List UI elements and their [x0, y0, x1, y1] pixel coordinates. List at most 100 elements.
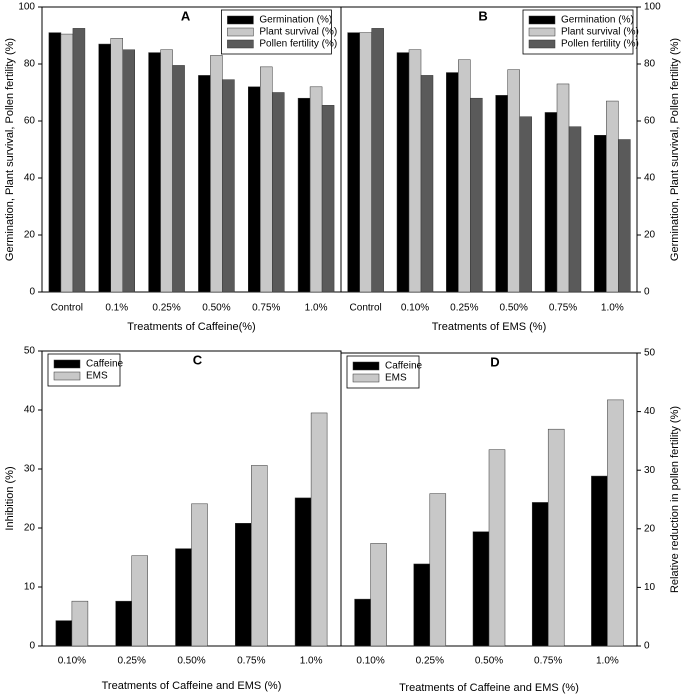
legend-label: Pollen fertility (%)	[259, 39, 337, 50]
y-tick-label: 40	[24, 405, 36, 416]
x-tick-label: 0.10%	[356, 656, 384, 667]
y-tick-label: 60	[24, 116, 36, 127]
y-tick-label: 20	[24, 523, 36, 534]
bar	[310, 412, 328, 647]
x-tick-label: 0.75%	[534, 656, 562, 667]
x-tick-label: 1.0%	[305, 303, 328, 314]
bar	[210, 55, 223, 293]
x-tick-label: 0.25%	[416, 656, 444, 667]
bar	[429, 493, 447, 647]
x-tick-label: 1.0%	[601, 303, 624, 314]
legend-swatch	[227, 15, 254, 25]
y-tick-label: 60	[644, 116, 656, 127]
bar	[396, 52, 410, 293]
x-tick-label: 1.0%	[300, 656, 323, 667]
x-tick-label: 0.50%	[475, 656, 503, 667]
x-tick-label: Control	[51, 303, 83, 314]
bar	[458, 59, 471, 293]
y-tick-label: 0	[644, 287, 650, 298]
legend-label: Pollen fertility (%)	[561, 39, 639, 50]
y-axis-label: Germination, Plant survival, Pollen fert…	[669, 38, 681, 261]
legend-swatch	[352, 361, 380, 371]
y-tick-label: 30	[644, 465, 656, 476]
bar	[191, 503, 208, 647]
x-tick-label: Control	[350, 303, 382, 314]
legend-label: Caffeine	[86, 359, 124, 370]
bar	[547, 428, 565, 647]
y-tick-label: 100	[644, 2, 661, 13]
bar	[198, 75, 211, 293]
bar	[347, 32, 360, 293]
legend-swatch	[528, 15, 556, 25]
y-tick-label: 0	[29, 287, 35, 298]
bar	[606, 100, 619, 293]
bar	[519, 116, 532, 293]
bar	[359, 32, 372, 293]
bar	[591, 475, 608, 647]
x-tick-label: 0.75%	[549, 303, 577, 314]
legend-label: Plant survival (%)	[259, 27, 337, 38]
legend-swatch	[352, 373, 380, 383]
bar	[260, 66, 273, 293]
x-tick-label: 0.1%	[105, 303, 128, 314]
legend-swatch	[528, 27, 556, 37]
bar	[420, 75, 434, 293]
bar	[148, 52, 161, 293]
bar	[495, 95, 508, 293]
legend-swatch	[53, 371, 81, 381]
bar	[488, 449, 506, 647]
y-tick-label: 30	[24, 464, 36, 475]
bar	[71, 600, 89, 647]
y-tick-label: 40	[24, 173, 36, 184]
x-tick-label: 0.75%	[252, 303, 280, 314]
bar	[531, 502, 549, 647]
x-tick-label: 0.25%	[152, 303, 180, 314]
y-tick-label: 40	[644, 406, 656, 417]
x-tick-label: 0.50%	[202, 303, 230, 314]
bar	[110, 38, 123, 293]
bar	[556, 83, 570, 293]
y-tick-label: 10	[24, 582, 36, 593]
bar	[222, 79, 235, 293]
bar	[115, 600, 132, 647]
x-axis-label: Treatments of Caffeine and EMS (%)	[399, 682, 579, 694]
legend-box	[346, 355, 420, 389]
bar	[568, 126, 582, 293]
y-tick-label: 100	[18, 2, 35, 13]
bar	[272, 92, 285, 293]
bar	[72, 28, 86, 293]
x-tick-label: 0.50%	[499, 303, 527, 314]
legend-label: Caffeine	[385, 361, 423, 372]
panel-label: C	[193, 352, 203, 367]
panel-label: A	[181, 8, 191, 23]
bar	[48, 32, 62, 293]
legend-label: EMS	[385, 373, 407, 384]
y-tick-label: 20	[644, 230, 656, 241]
bar	[321, 105, 335, 293]
bar	[235, 523, 252, 647]
panel-label: B	[478, 8, 487, 23]
legend-swatch	[227, 39, 254, 49]
bar	[371, 28, 384, 293]
bar	[507, 69, 520, 293]
bar	[172, 65, 185, 293]
y-axis-label: Germination, Plant survival, Pollen fert…	[4, 38, 16, 261]
legend-swatch	[227, 27, 254, 37]
bar	[297, 97, 311, 293]
bar	[131, 555, 148, 647]
legend-swatch	[528, 39, 556, 49]
x-tick-label: 0.25%	[118, 656, 146, 667]
bar	[354, 598, 371, 647]
x-axis-label: Treatments of Caffeine and EMS (%)	[102, 680, 282, 692]
legend-label: Germination (%)	[259, 15, 332, 26]
y-tick-label: 80	[24, 59, 36, 70]
bar	[175, 548, 192, 647]
y-tick-label: 0	[644, 641, 650, 652]
y-tick-label: 40	[644, 173, 656, 184]
y-axis-label: Relative reduction in pollen fertility (…	[669, 406, 681, 593]
bar	[446, 72, 459, 293]
x-tick-label: 0.25%	[450, 303, 478, 314]
plot-frame	[340, 6, 638, 293]
y-tick-label: 20	[644, 523, 656, 534]
